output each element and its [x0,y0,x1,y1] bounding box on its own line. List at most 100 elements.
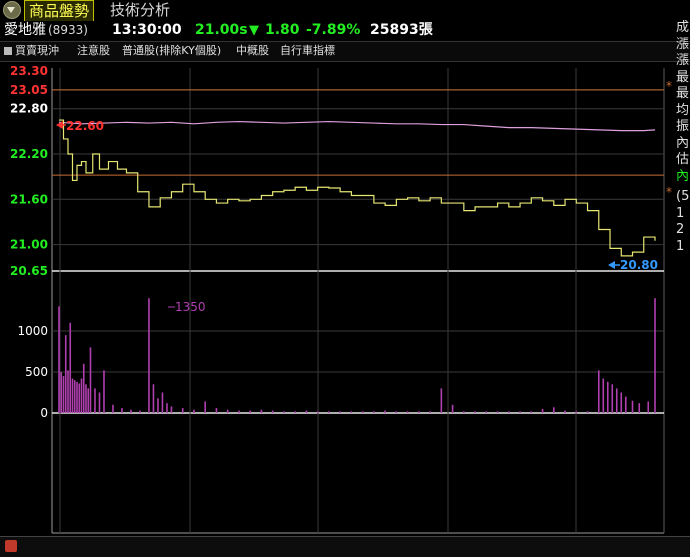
volume-axis-labels: 1000 500 0 [17,324,48,420]
category-toolbar: 買賣現沖 注意股 普通股(排除KY個股) 中概股 自行車指標 [0,41,690,62]
volume-bar [575,411,578,413]
volume-bar [62,376,65,413]
volume-bar [350,411,353,413]
volume-bar [204,401,206,413]
volume-bar [64,335,67,413]
volume-tick-label: 500 [25,365,48,379]
reference-lines [52,89,664,176]
volume-bar [384,410,386,413]
alert-bell-icon[interactable] [5,540,17,552]
volume-bar [615,388,618,413]
volume-bar [121,408,123,413]
price-tick-label: 21.60 [10,192,48,206]
volume-bar [638,403,641,413]
time-tick-label: 12 [439,535,457,536]
side-label: 2 [676,222,685,237]
volume-bar [451,404,454,413]
chevron-down-icon [7,7,15,13]
volume-bar [654,298,656,413]
toolbar-item-day-trade[interactable]: 買賣現沖 [4,42,59,60]
volume-bar [181,408,184,413]
volume-bar [406,411,409,413]
stock-name: 愛地雅 [4,22,46,38]
toolbar-item-common-stock[interactable]: 普通股(排除KY個股) [122,44,222,57]
high-price-label: 22.60 [66,119,104,133]
volume-bar [238,410,240,413]
volume-tick-label: 1000 [17,324,48,338]
toolbar-item-china-concept[interactable]: 中概股 [236,44,269,57]
stock-code: (8933) [48,23,88,37]
low-price-label: 20.80 [620,258,658,272]
down-arrow-icon: ▼ [249,23,259,38]
volume-bar [166,403,168,413]
volume-bar [624,396,627,413]
volume-bar [193,409,195,413]
side-label: 漲 [676,36,690,52]
volume-bar [271,410,274,413]
side-label: 1 [676,238,685,254]
time-tick-label: 10 [181,535,199,536]
volume-bar [139,410,141,413]
volume-bar [519,411,521,413]
left-arrow-icon [56,121,63,129]
volume-bar [73,380,76,413]
volume-bar [152,384,155,413]
tab-market-overview[interactable]: 商品盤勢 [24,0,95,21]
price-axis-labels: 23.30 23.05 22.80 22.20 21.60 21.00 20.65 [10,64,48,278]
volume-bar [82,363,85,413]
time-tick-label: 11 [309,535,327,536]
price-line [59,119,656,257]
volume-bar [226,409,229,413]
ref-marker-upper: * [666,79,672,93]
chart-annotations: 22.60 20.80 1350 * * [56,79,672,314]
volume-bar [76,381,78,413]
grid-lines [52,68,664,533]
volume-bar [98,392,101,413]
volume-bar [78,383,81,413]
time-tick-label: 13 [567,535,585,536]
price-tick-label: 21.00 [10,238,48,252]
price-tick-label: 22.20 [10,147,48,161]
status-bar [0,536,690,557]
volume-bar [260,409,263,413]
volume-bar [611,384,614,413]
tab-bar: 商品盤勢 技術分析 [0,0,690,21]
volume-bar [602,378,605,413]
volume-bar [294,411,296,413]
side-label: 1 [676,205,685,221]
volume-bar [249,410,251,413]
toolbar-item-bicycle-index[interactable]: 自行車指標 [280,44,335,57]
left-arrow-icon [608,261,615,269]
volume-bar [361,411,364,413]
volume-bar [485,411,488,413]
volume-bar [215,408,218,413]
volume-bar [418,411,420,413]
volume-bar [508,411,510,413]
average-price-line [58,120,656,132]
time-tick-label: 13:30 [619,535,660,536]
volume-bar [161,392,164,413]
max-volume-label: 1350 [175,300,206,314]
volume-bar [474,411,476,413]
side-label: 最 [676,86,690,101]
volume-bar [530,411,533,413]
quote-time: 13:30:00 [112,22,182,38]
tab-technical-analysis[interactable]: 技術分析 [110,1,171,19]
side-label: 成 [676,20,690,35]
volume-bar [60,372,63,413]
side-label: 振 [676,119,690,134]
volume-bar [148,298,150,413]
volume-bar [87,388,90,413]
toolbar-item-attention[interactable]: 注意股 [77,44,110,57]
volume-bar [597,370,600,413]
volume-bar [112,404,114,413]
side-label: 最 [676,69,690,85]
menu-dropdown-button[interactable] [0,0,22,20]
volume-bar [552,407,555,413]
volume-bar [316,411,319,413]
volume-bar [80,378,83,413]
ref-marker-lower: * [666,185,672,199]
side-label: (5 [676,189,690,204]
volume-bar [586,411,589,413]
total-volume: 25893張 [370,22,433,38]
